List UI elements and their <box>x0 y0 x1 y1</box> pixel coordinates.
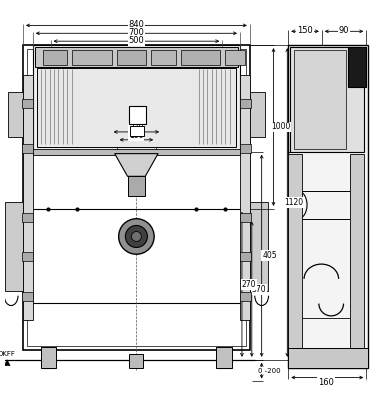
Bar <box>23 45 250 350</box>
Text: 160: 160 <box>318 378 334 387</box>
Bar <box>240 252 251 261</box>
Bar <box>288 154 302 348</box>
Bar <box>250 202 267 291</box>
Bar <box>23 75 33 320</box>
Text: 180: 180 <box>129 131 144 140</box>
Bar <box>35 47 238 67</box>
Text: 700: 700 <box>128 28 144 37</box>
Bar <box>5 202 23 291</box>
Bar <box>33 149 240 154</box>
Bar <box>37 68 236 147</box>
Polygon shape <box>4 360 10 366</box>
Bar <box>240 100 251 108</box>
Bar <box>128 106 146 124</box>
Bar <box>22 144 33 153</box>
Bar <box>288 348 368 368</box>
Bar <box>33 45 240 152</box>
Bar <box>225 50 245 65</box>
Text: 150: 150 <box>297 26 313 35</box>
Text: 230: 230 <box>129 123 144 133</box>
Bar <box>350 154 364 348</box>
Bar <box>131 126 144 136</box>
Text: 270: 270 <box>241 280 256 289</box>
Text: 0 -200: 0 -200 <box>258 368 281 374</box>
Bar <box>129 354 143 368</box>
Text: OKFF: OKFF <box>0 351 15 357</box>
Bar <box>128 176 145 196</box>
Bar <box>294 50 346 149</box>
Bar <box>348 47 366 86</box>
Bar <box>250 92 265 137</box>
Circle shape <box>131 232 141 242</box>
Bar <box>72 50 112 65</box>
Text: 405: 405 <box>262 251 277 260</box>
Bar <box>240 75 250 320</box>
Bar <box>41 347 57 368</box>
Bar <box>290 47 364 152</box>
Text: 90: 90 <box>339 26 349 35</box>
Bar <box>22 252 33 261</box>
Bar <box>181 50 220 65</box>
Bar <box>8 92 23 137</box>
Bar <box>22 100 33 108</box>
Bar <box>27 49 246 346</box>
Circle shape <box>119 219 154 254</box>
Bar <box>216 347 232 368</box>
Text: 500: 500 <box>128 36 144 45</box>
Text: 370: 370 <box>251 285 266 294</box>
Polygon shape <box>115 154 158 176</box>
Bar <box>22 213 33 222</box>
Bar <box>240 144 251 153</box>
Bar <box>43 50 67 65</box>
Text: 840: 840 <box>128 20 144 29</box>
Circle shape <box>125 226 147 248</box>
Bar <box>240 213 251 222</box>
Bar <box>151 50 176 65</box>
Bar <box>240 292 251 300</box>
Bar <box>117 50 146 65</box>
Bar <box>288 45 368 368</box>
Bar <box>22 292 33 300</box>
Text: 1120: 1120 <box>285 198 304 207</box>
Text: 1000: 1000 <box>271 123 290 131</box>
